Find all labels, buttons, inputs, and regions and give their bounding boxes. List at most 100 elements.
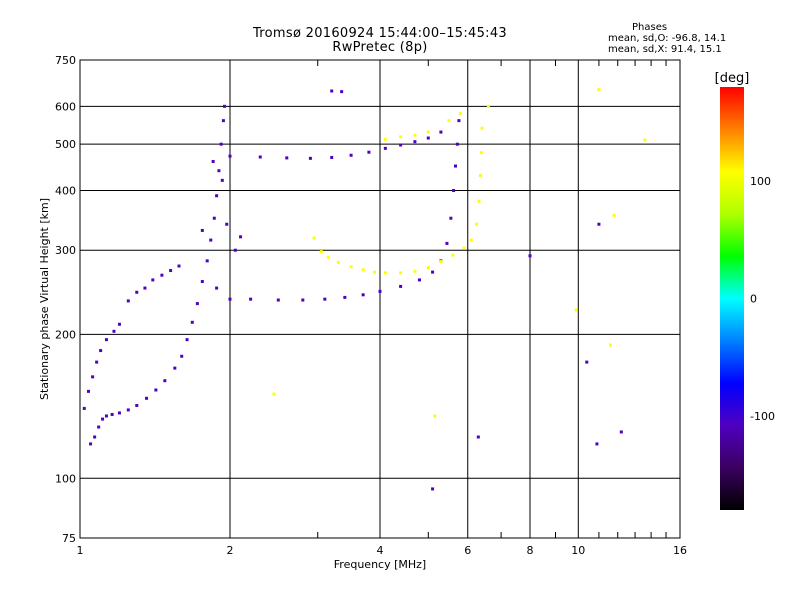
- data-point-o: [205, 259, 209, 263]
- data-point-o: [417, 278, 421, 282]
- data-point-o: [104, 414, 108, 418]
- colorbar-tick-label: 0: [750, 293, 757, 306]
- x-tick-label: 2: [227, 544, 234, 557]
- data-point-x: [612, 213, 616, 217]
- data-point-x: [574, 308, 578, 312]
- data-point-o: [93, 435, 97, 439]
- data-point-o: [367, 150, 371, 154]
- data-point-o: [101, 417, 105, 421]
- grid-lines: [79, 59, 681, 539]
- data-point-o: [163, 379, 167, 383]
- colorbar-label: [deg]: [715, 71, 750, 86]
- plot-frame: [79, 59, 681, 539]
- data-point-noise: [595, 442, 599, 446]
- data-point-noise: [528, 254, 532, 258]
- y-tick-label: 75: [62, 532, 76, 545]
- y-tick-label: 100: [55, 472, 76, 485]
- colorbar-tick-label: -100: [750, 410, 775, 423]
- data-point-noise: [597, 222, 601, 226]
- data-point-o: [82, 406, 86, 410]
- data-point-o: [195, 302, 199, 306]
- data-point-o: [378, 289, 382, 293]
- data-point-o: [225, 222, 229, 226]
- data-point-o: [117, 322, 121, 326]
- data-point-o: [454, 164, 458, 168]
- axis-ticks: 1 2 4 6 8 10 16 75 100 200 300 400 500 600 750: [55, 54, 687, 557]
- data-point-o: [220, 178, 224, 182]
- data-point-o: [169, 269, 173, 273]
- data-point-x: [361, 268, 365, 272]
- data-point-o: [426, 136, 430, 140]
- data-point-o: [323, 297, 327, 301]
- data-point-x: [469, 238, 473, 242]
- data-point-x: [643, 138, 647, 142]
- colorbar-ticks: 100 0 -100: [750, 175, 775, 423]
- data-point-o: [340, 90, 344, 94]
- x-tick-label: 16: [673, 544, 687, 557]
- data-point-x: [426, 266, 430, 270]
- y-tick-label: 600: [55, 100, 76, 113]
- data-point-x: [373, 270, 377, 274]
- data-point-o: [399, 143, 403, 147]
- data-point-x: [349, 265, 353, 269]
- data-point-o: [160, 273, 164, 277]
- data-point-o: [209, 238, 213, 242]
- data-point-o: [110, 412, 114, 416]
- data-point-o: [221, 119, 225, 123]
- data-point-o: [452, 188, 456, 192]
- data-point-o: [343, 295, 347, 299]
- x-tick-label: 4: [377, 544, 384, 557]
- data-point-x: [426, 130, 430, 134]
- x-tick-label: 10: [571, 544, 585, 557]
- data-point-o: [126, 299, 130, 303]
- colorbar-tick-label: 100: [750, 175, 771, 188]
- data-point-o: [349, 153, 353, 157]
- data-point-noise: [431, 487, 435, 491]
- data-point-x: [319, 250, 323, 254]
- data-point-o: [99, 349, 103, 353]
- data-point-o: [455, 142, 459, 146]
- phase-stats-o: mean, sd,O: -96.8, 14.1: [608, 33, 727, 44]
- data-point-noise: [476, 435, 480, 439]
- x-tick-label: 1: [77, 544, 84, 557]
- data-point-o: [173, 366, 177, 370]
- data-point-o: [215, 194, 219, 198]
- data-point-x: [336, 260, 340, 264]
- data-point-o: [117, 411, 121, 415]
- data-point-o: [143, 286, 147, 290]
- data-point-o: [399, 284, 403, 288]
- data-point-x: [272, 392, 276, 396]
- data-point-o: [185, 338, 189, 342]
- phase-colorbar: [720, 87, 744, 510]
- data-point-o: [200, 280, 204, 284]
- data-point-o: [239, 235, 243, 239]
- data-point-x: [479, 151, 483, 155]
- data-point-o: [445, 241, 449, 245]
- data-point-o: [95, 360, 99, 364]
- data-point-o: [276, 298, 280, 302]
- data-point-noise: [585, 360, 589, 364]
- data-point-x: [399, 271, 403, 275]
- data-point-o: [212, 216, 216, 220]
- data-point-x: [477, 199, 481, 203]
- data-point-o: [135, 403, 139, 407]
- data-point-o: [145, 396, 149, 400]
- data-point-o: [449, 216, 453, 220]
- chart-title: Tromsø 20160924 15:44:00–15:45:43: [252, 26, 508, 41]
- data-point-x: [480, 126, 484, 130]
- data-point-o: [301, 298, 305, 302]
- data-point-o: [258, 155, 262, 159]
- data-point-o: [97, 425, 101, 429]
- x-tick-label: 6: [464, 544, 471, 557]
- data-point-o: [223, 104, 227, 108]
- data-point-x: [462, 246, 466, 250]
- data-point-x: [475, 222, 479, 226]
- data-point-o: [431, 270, 435, 274]
- data-point-o: [211, 159, 215, 163]
- y-axis-label: Stationary phase Virtual Height [km]: [38, 198, 51, 400]
- data-point-o: [330, 89, 334, 93]
- data-point-x: [451, 253, 455, 257]
- data-point-x: [608, 343, 612, 347]
- data-point-x: [312, 236, 316, 240]
- data-point-x: [383, 137, 387, 141]
